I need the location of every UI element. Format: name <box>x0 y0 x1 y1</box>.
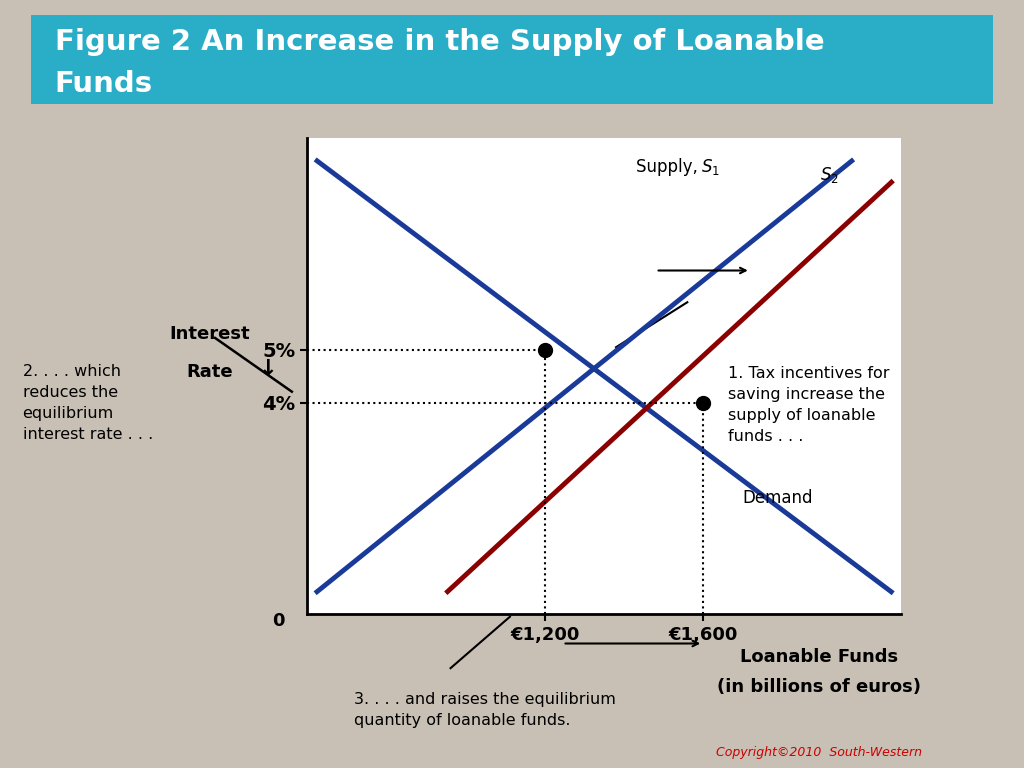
Text: Supply,: Supply, <box>636 158 702 177</box>
FancyBboxPatch shape <box>0 12 1024 108</box>
Point <box>695 396 712 409</box>
Text: Interest: Interest <box>170 325 250 343</box>
Text: 0: 0 <box>272 611 285 630</box>
Text: $S_1$: $S_1$ <box>701 157 720 177</box>
Text: (in billions of euros): (in billions of euros) <box>717 678 922 697</box>
Point <box>537 344 553 356</box>
Text: Copyright©2010  South-Western: Copyright©2010 South-Western <box>716 746 923 759</box>
Text: Loanable Funds: Loanable Funds <box>740 647 898 666</box>
Text: Rate: Rate <box>186 363 233 382</box>
Text: 2. . . . which
reduces the
equilibrium
interest rate . . .: 2. . . . which reduces the equilibrium i… <box>23 364 153 442</box>
Text: Figure 2 An Increase in the Supply of Loanable: Figure 2 An Increase in the Supply of Lo… <box>55 28 824 56</box>
Text: ↓: ↓ <box>259 359 278 379</box>
Text: 1. Tax incentives for
saving increase the
supply of loanable
funds . . .: 1. Tax incentives for saving increase th… <box>728 366 890 444</box>
Text: 3. . . . and raises the equilibrium
quantity of loanable funds.: 3. . . . and raises the equilibrium quan… <box>354 693 616 728</box>
Text: Funds: Funds <box>55 70 153 98</box>
Text: Demand: Demand <box>742 489 813 507</box>
Text: $S_2$: $S_2$ <box>820 165 840 185</box>
